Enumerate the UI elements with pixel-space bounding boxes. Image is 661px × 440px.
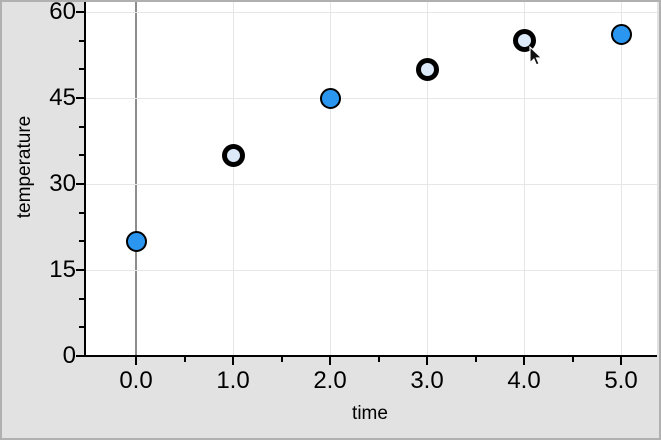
- x-tick-label: 2.0: [313, 367, 347, 394]
- x-minor-tick: [280, 357, 283, 362]
- x-tick-label: 5.0: [604, 367, 638, 394]
- x-tick-label: 4.0: [507, 367, 541, 394]
- x-tick: [135, 357, 137, 365]
- x-minor-tick: [183, 357, 186, 362]
- y-tick: [76, 269, 84, 271]
- x-tick-label: 3.0: [410, 367, 444, 394]
- x-tick: [523, 357, 525, 365]
- y-tick: [76, 183, 84, 185]
- x-minor-tick: [571, 357, 574, 362]
- x-tick: [620, 357, 622, 365]
- y-tick-label: 60: [49, 0, 76, 25]
- x-minor-tick: [474, 357, 477, 362]
- y-tick-label: 15: [49, 256, 76, 283]
- y-tick: [76, 355, 84, 357]
- y-tick: [76, 97, 84, 99]
- mouse-cursor: [529, 46, 543, 66]
- y-axis-title[interactable]: temperature: [14, 115, 35, 219]
- x-axis-title[interactable]: time: [352, 403, 388, 424]
- x-minor-tick: [377, 357, 380, 362]
- plot-area[interactable]: [84, 2, 657, 357]
- y-tick-label: 0: [62, 342, 76, 369]
- x-tick: [232, 357, 234, 365]
- x-tick-label: 1.0: [216, 367, 250, 394]
- y-tick-label: 45: [49, 84, 76, 111]
- x-tick: [426, 357, 428, 365]
- x-tick: [329, 357, 331, 365]
- x-tick-label: 0.0: [119, 367, 153, 394]
- y-tick: [76, 11, 84, 13]
